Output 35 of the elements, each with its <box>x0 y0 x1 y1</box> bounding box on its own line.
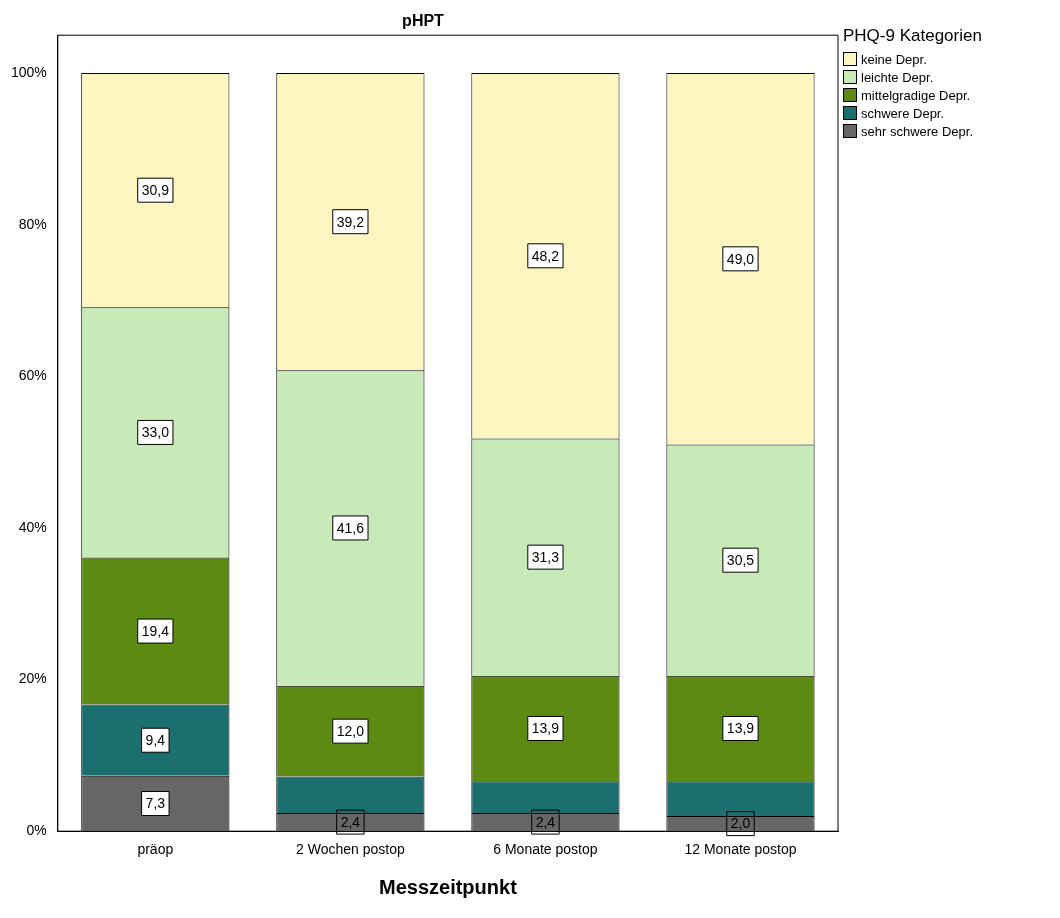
data-label: 30,9 <box>141 182 170 199</box>
legend-label: schwere Depr. <box>861 105 945 121</box>
data-label: 13,9 <box>726 720 755 737</box>
data-label: 12,0 <box>336 722 365 739</box>
legend-label: sehr schwere Depr. <box>861 123 973 139</box>
data-label: 31,3 <box>531 549 560 566</box>
legend-title: PHQ-9 Kategorien <box>843 26 983 46</box>
chart-title: pHPT <box>402 12 445 30</box>
x-tick-label: 12 Monate postop <box>684 841 797 858</box>
data-label: 7,3 <box>145 795 166 812</box>
y-tick-label: 60% <box>18 367 47 384</box>
data-label: 33,0 <box>141 424 170 441</box>
x-tick-label: präop <box>137 841 174 858</box>
y-tick-label: 40% <box>18 518 47 535</box>
data-label: 48,2 <box>531 247 560 264</box>
y-tick-label: 100% <box>10 63 47 80</box>
text: keine Depr. <box>861 51 927 67</box>
data-label: 41,6 <box>336 519 365 536</box>
data-label: 13,9 <box>531 720 560 737</box>
x-tick-label: 6 Monate postop <box>493 841 598 858</box>
y-tick-label: 20% <box>18 670 47 687</box>
data-label: 2,4 <box>535 813 556 830</box>
data-label: 19,4 <box>141 622 170 639</box>
x-tick-label: 2 Wochen postop <box>296 841 405 858</box>
data-label: 2,4 <box>340 813 361 830</box>
legend-label: leichte Depr. <box>861 69 934 85</box>
data-label: 30,5 <box>726 552 755 569</box>
data-label: 39,2 <box>336 213 365 230</box>
y-tick-label: 80% <box>18 215 47 232</box>
data-label: 9,4 <box>145 732 166 749</box>
data-label: 49,0 <box>726 250 755 267</box>
y-tick-label: 0% <box>26 822 47 839</box>
x-axis-title: Messzeitpunkt <box>379 875 518 898</box>
legend-label: mittelgradige Depr. <box>861 87 971 103</box>
data-label: 2,0 <box>730 815 751 832</box>
